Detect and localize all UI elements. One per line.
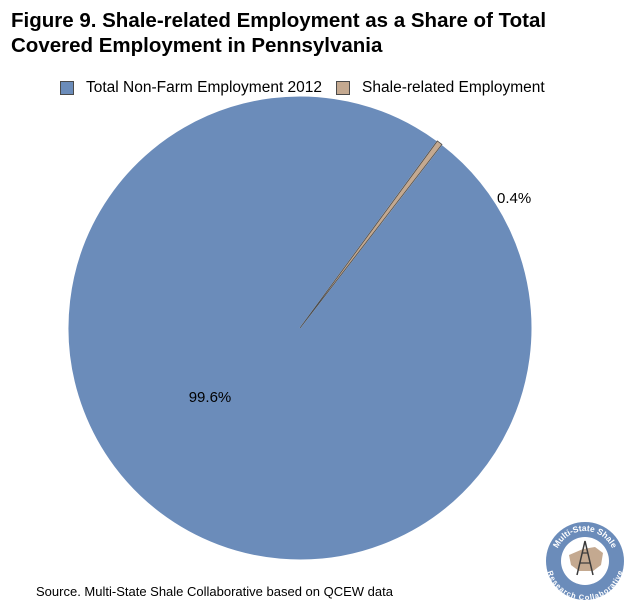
chart-legend: Total Non-Farm Employment 2012 Shale-rel…: [60, 79, 559, 97]
legend-label-total-nonfarm: Total Non-Farm Employment 2012: [86, 79, 323, 96]
legend-label-shale: Shale-related Employment: [362, 79, 545, 96]
pie-slice-shale: [299, 140, 443, 329]
source-note: Source. Multi-State Shale Collaborative …: [36, 584, 393, 599]
legend-swatch-total-nonfarm: [60, 81, 74, 95]
pie-label-total-nonfarm: 99.6%: [189, 389, 232, 406]
legend-swatch-shale: [336, 81, 351, 95]
legend-item-total-nonfarm: Total Non-Farm Employment 2012: [60, 79, 322, 97]
legend-item-shale: Shale-related Employment: [336, 79, 545, 97]
chart-title: Figure 9. Shale-related Employment as a …: [11, 9, 547, 57]
pie-label-shale: 0.4%: [497, 190, 531, 207]
multi-state-shale-logo-icon: Multi-State Shale Research Collaborative: [544, 520, 626, 602]
